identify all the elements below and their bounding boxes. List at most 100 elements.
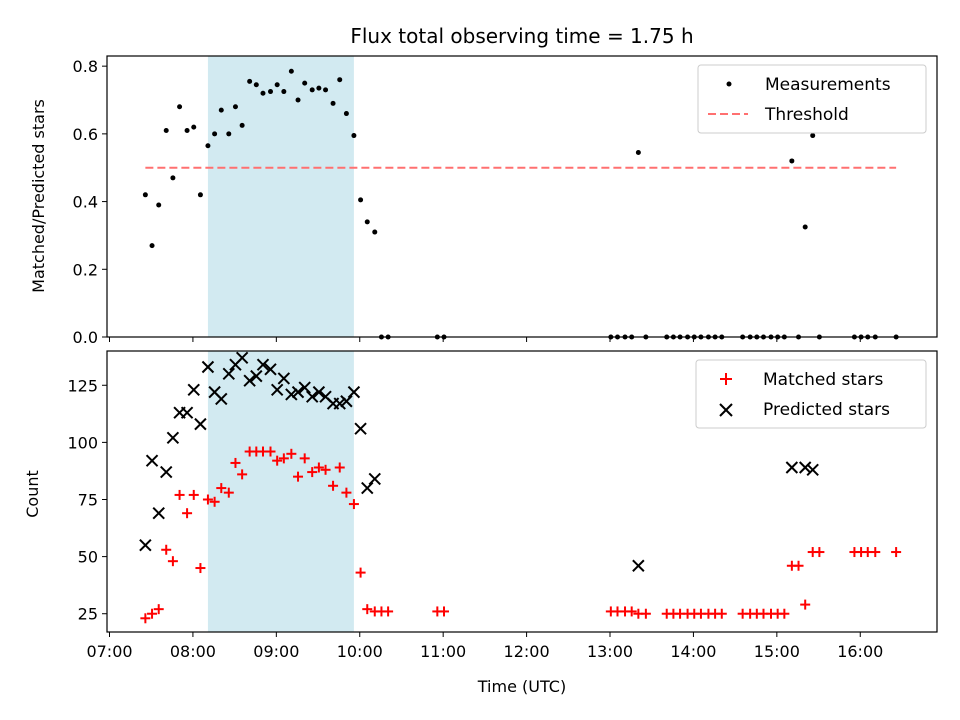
predicted-star-point [235,351,249,365]
legend-measurements-marker [726,81,732,87]
measurement-point [267,89,273,95]
predicted-star-point [291,385,305,399]
measurement-point [351,133,357,139]
matched-star-point [307,467,318,478]
bottom-axes-frame [106,350,938,633]
matched-star-point [161,544,172,555]
predicted-star-point [368,472,381,486]
bottom-shaded-span [207,351,354,632]
y-tick-label: 50 [78,548,98,567]
measurement-point [212,131,218,137]
predicted-star-point [354,422,367,435]
matched-star-point [793,560,804,571]
predicted-star-point [270,383,284,397]
predicted-star-point [361,481,374,495]
matched-star-point [147,608,158,619]
predicted-star-point [194,417,207,431]
matched-star-point [626,606,637,617]
bottom-legend-box [695,359,927,429]
legend-threshold-label: Threshold [764,105,849,125]
measurement-point [184,127,190,133]
matched-star-point [293,471,304,482]
matched-star-point [341,487,352,498]
measurement-point [232,104,238,110]
matched-star-point [383,606,394,617]
x-tick-label: 11:00 [420,642,466,661]
predicted-star-point [340,395,353,408]
y-tick-label: 0.8 [73,57,98,76]
measurement-point [142,192,148,198]
matched-star-point [265,446,276,457]
matched-star-point [237,469,248,480]
predicted-star-point [305,390,319,403]
y-tick-label: 125 [67,376,98,395]
predicted-star-point [347,385,361,399]
matched-star-point [286,448,297,459]
matched-star-point [230,457,241,468]
x-tick-label: 08:00 [170,642,216,661]
legend-matched-marker [720,373,732,385]
matched-star-point [174,489,185,500]
matched-star-point [348,499,359,510]
matched-star-point [153,604,164,615]
measurement-point [197,192,203,198]
measurement-point [810,133,816,139]
bottom-x-ticks: 07:00 08:00 09:00 10:00 11:00 12:00 13:00 14:00… [86,632,883,661]
matched-star-point [640,608,651,619]
measurement-point [253,82,259,88]
predicted-star-point [798,461,812,474]
legend-measurements-label: Measurements [765,75,891,95]
predicted-star-point [243,374,256,387]
y-tick-label: 75 [78,490,98,509]
top-legend: Measurements Threshold [697,64,927,134]
matched-star-point [800,599,811,610]
predicted-star-point [333,397,346,410]
predicted-star-point [256,358,270,371]
measurement-point [372,229,378,235]
y-tick-label: 0.0 [73,328,98,347]
measurement-point [337,77,343,83]
measurement-point [260,90,266,96]
measurement-point [358,197,364,203]
top-axes-frame [106,55,938,338]
predicted-star-point [312,385,326,399]
measurement-point [239,122,245,128]
x-tick-label: 13:00 [587,642,633,661]
x-tick-label: 10:00 [337,642,383,661]
top-y-ticks: 0.0 0.2 0.4 0.6 0.8 [73,57,107,347]
measurement-point [343,111,349,117]
measurement-point [309,87,315,93]
matched-star-point [167,556,178,567]
x-axis-label: Time (UTC) [477,677,566,696]
predicted-star-point [180,406,194,419]
measurement-point [281,89,287,95]
top-x-ticks [109,337,861,342]
matched-star-point [202,494,213,505]
measurement-point [635,149,641,155]
matched-star-point [439,606,450,617]
predicted-star-point [166,431,180,445]
predicted-star-point [285,388,298,401]
matched-star-point [355,567,366,578]
x-tick-label: 12:00 [504,642,550,661]
measurement-point [218,107,224,113]
predicted-stars-points [139,351,819,572]
measurement-point [163,127,169,133]
x-tick-label: 07:00 [86,642,132,661]
y-tick-label: 100 [67,433,98,452]
y-tick-label: 0.4 [73,193,98,212]
y-tick-label: 0.6 [73,125,98,144]
matched-star-point [814,547,825,558]
matched-star-point [870,547,881,558]
measurement-point [789,158,795,164]
predicted-star-point [632,559,645,572]
x-tick-label: 16:00 [837,642,883,661]
measurement-point [205,143,211,149]
matched-star-point [188,489,199,500]
predicted-star-point [222,367,235,381]
predicted-star-point [785,461,799,474]
measurement-point [247,78,253,84]
matched-star-point [272,455,283,466]
predicted-star-point [152,506,165,520]
legend-predicted-marker [719,403,733,417]
